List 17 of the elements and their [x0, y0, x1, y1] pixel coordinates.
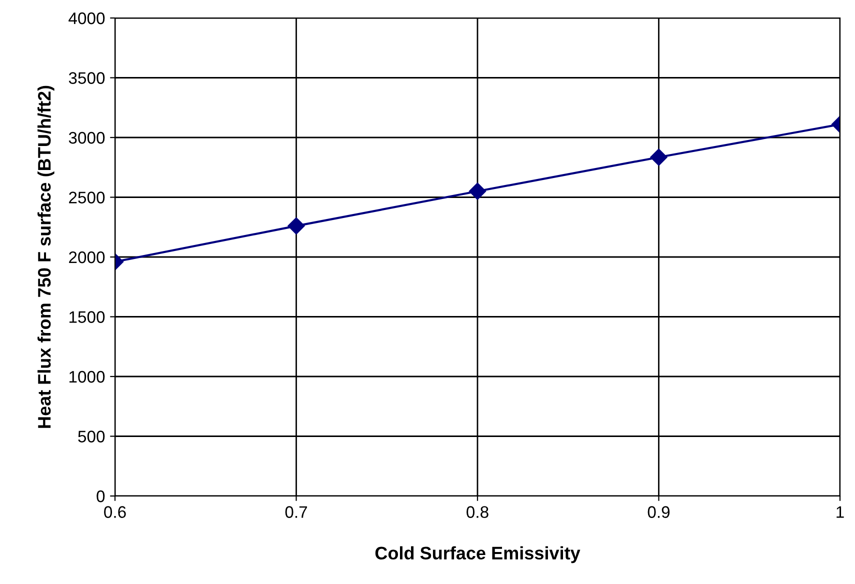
y-axis-title: Heat Flux from 750 F surface (BTU/h/ft2)	[37, 86, 54, 428]
y-tick-label: 2000	[69, 251, 105, 264]
x-tick-label: 1	[836, 506, 844, 518]
y-tick-label: 3500	[68, 72, 105, 84]
x-axis-title: Cold Surface Emissivity	[375, 546, 580, 564]
x-tick-label: 0.9	[648, 506, 670, 518]
y-tick-label: 0	[96, 490, 105, 502]
y-tick-label: 1000	[69, 370, 105, 383]
y-tick-label: 500	[78, 430, 105, 442]
point	[468, 182, 486, 200]
x-tick-label: 0.6	[104, 506, 126, 518]
y-tick-label: 1500	[69, 311, 105, 323]
x-tick-label: 0.7	[285, 506, 307, 518]
y-tick-label: 3000	[68, 132, 105, 144]
y-tick-label: 4000	[68, 12, 105, 24]
y-tick-label: 2500	[69, 192, 105, 204]
x-tick-label: 0.8	[466, 506, 488, 518]
